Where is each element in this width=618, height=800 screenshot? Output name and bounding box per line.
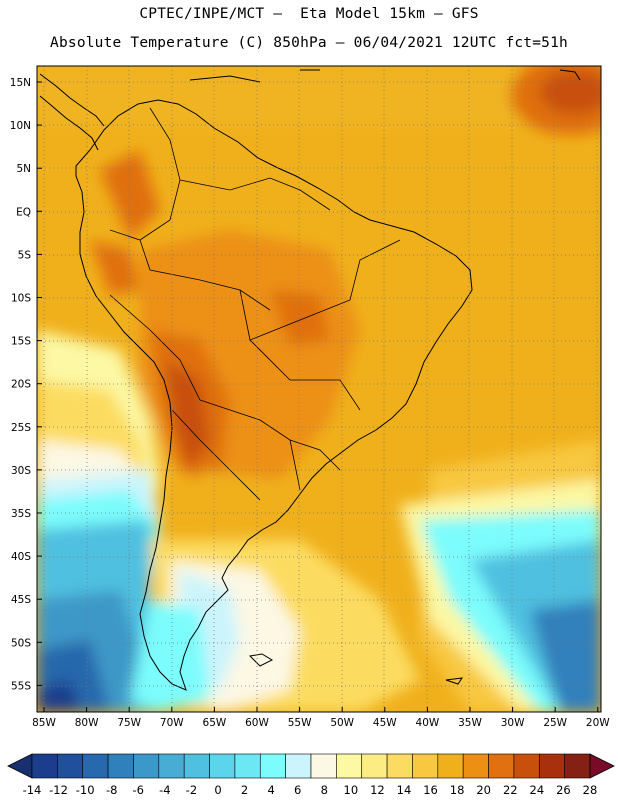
lon-tick-label: 45W: [373, 717, 397, 729]
colorbar-label: -14: [23, 783, 42, 797]
lon-tick-label: 65W: [203, 717, 227, 729]
colorbar-label: -10: [76, 783, 95, 797]
colorbar-swatch: [386, 753, 413, 779]
central-america-coast: [39, 73, 105, 151]
colorbar-swatch: [82, 753, 109, 779]
colorbar-swatch: [183, 753, 210, 779]
colorbar-swatch: [488, 753, 515, 779]
colorbar-swatch: [437, 753, 464, 779]
colorbar-label: 18: [450, 783, 465, 797]
colorbar-label: 26: [556, 783, 571, 797]
colorbar-swatch: [158, 753, 185, 779]
colorbar-label: -8: [106, 783, 117, 797]
colorbar-swatch: [259, 753, 286, 779]
colorbar-swatch: [107, 753, 134, 779]
colorbar-label: -6: [133, 783, 144, 797]
colorbar-swatch: [538, 753, 565, 779]
colorbar-label: 6: [294, 783, 301, 797]
lat-tick-label: 15S: [11, 336, 31, 348]
temperature-field: [37, 66, 601, 712]
lon-tick-label: 40W: [416, 717, 440, 729]
plot-frame: [36, 65, 602, 713]
colorbar-low-arrow: [7, 753, 33, 779]
lon-tick-label: 80W: [75, 717, 99, 729]
colorbar-label: -4: [159, 783, 170, 797]
colorbar-swatch: [564, 753, 591, 779]
colorbar-label: 28: [583, 783, 598, 797]
lat-tick-label: 40S: [11, 551, 31, 563]
colorbar-swatch: [361, 753, 388, 779]
lat-tick-label: 50S: [11, 637, 31, 649]
colorbar-labels: -14 -12 -10 -8 -6 -4 -2 0 2 4 6 8 10 12 14 16 18 20 22 24 26…: [23, 783, 598, 797]
lat-tick-label: EQ: [16, 206, 31, 218]
colorbar-label: 22: [503, 783, 518, 797]
lon-tick-label: 20W: [586, 717, 610, 729]
colorbar-swatch: [336, 753, 363, 779]
colorbar-label: 8: [321, 783, 328, 797]
south-america-coast: [75, 99, 473, 691]
colorbar-swatch: [513, 753, 540, 779]
colorbar-label: 4: [267, 783, 274, 797]
lat-tick-label: 15N: [10, 77, 31, 89]
lon-tick-label: 55W: [288, 717, 312, 729]
lat-tick-label: 10S: [11, 293, 31, 305]
lon-tick-label: 35W: [458, 717, 482, 729]
colorbar-label: 20: [476, 783, 491, 797]
lat-tick-label: 25S: [11, 422, 31, 434]
lat-tick-label: 30S: [11, 465, 31, 477]
lon-tick-label: 70W: [160, 717, 184, 729]
colorbar-label: 2: [241, 783, 248, 797]
lat-tick-label: 55S: [11, 680, 31, 692]
latitude-axis: 15N 10N 5N EQ 5S 10S 15S 20S 25S 30S 35S 40S 45S 50S 5…: [10, 77, 42, 692]
colorbar-label: -12: [49, 783, 68, 797]
colorbar-swatch: [462, 753, 489, 779]
lon-tick-label: 50W: [330, 717, 354, 729]
title-line-2: Absolute Temperature (C) 850hPa – 06/04/…: [50, 35, 568, 51]
colorbar-label: 10: [344, 783, 359, 797]
coastlines: [39, 69, 581, 691]
caribbean-islands: [189, 69, 581, 83]
colorbar: [7, 753, 615, 779]
colorbar-label: 14: [397, 783, 412, 797]
colorbar-swatch: [285, 753, 312, 779]
colorbar-swatch: [57, 753, 84, 779]
longitude-axis: 85W 80W 75W 70W 65W 60W 55W 50W 45W 40W 35W 30W 25W 2…: [32, 707, 610, 729]
colorbar-label: 0: [214, 783, 221, 797]
lat-tick-label: 35S: [11, 508, 31, 520]
colorbar-swatch: [310, 753, 337, 779]
colorbar-swatch: [133, 753, 160, 779]
colorbar-label: 16: [423, 783, 438, 797]
lon-tick-label: 30W: [501, 717, 525, 729]
colorbar-swatch: [31, 753, 58, 779]
lat-tick-label: 45S: [11, 594, 31, 606]
lat-tick-label: 10N: [10, 120, 31, 132]
lon-tick-label: 85W: [32, 717, 56, 729]
colorbar-label: -2: [186, 783, 197, 797]
south-georgia: [445, 677, 464, 685]
lon-tick-label: 60W: [245, 717, 269, 729]
colorbar-swatch: [234, 753, 261, 779]
title-line-1: CPTEC/INPE/MCT – Eta Model 15km – GFS: [139, 6, 479, 22]
country-borders: [109, 107, 401, 501]
lat-tick-label: 5N: [16, 163, 31, 175]
colorbar-swatch: [209, 753, 236, 779]
lat-tick-label: 5S: [18, 249, 32, 261]
colorbar-label: 12: [370, 783, 385, 797]
colorbar-swatch: [412, 753, 439, 779]
colorbar-label: 24: [530, 783, 545, 797]
lon-tick-label: 25W: [543, 717, 567, 729]
lat-tick-label: 20S: [11, 379, 31, 391]
colorbar-high-arrow: [589, 753, 615, 779]
lon-tick-label: 75W: [117, 717, 141, 729]
